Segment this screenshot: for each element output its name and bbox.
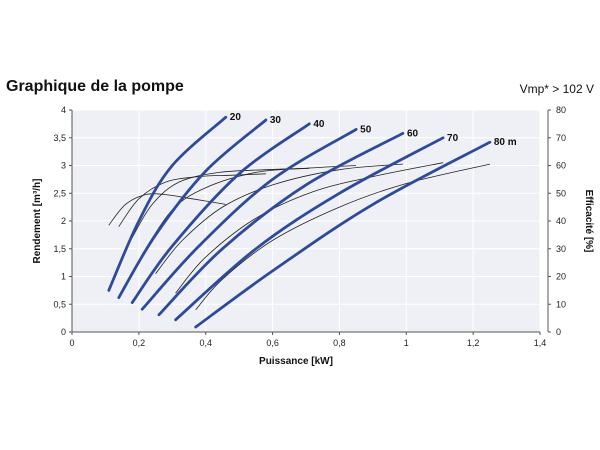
efficiency-curve-40 [131,167,310,238]
y2-axis-label: Efficacité [%] [583,190,594,253]
head-label: 70 [447,133,459,144]
x-tick-label: 1,4 [534,338,547,348]
efficiency-curve-30 [118,173,266,227]
head-label: 60 [407,128,419,139]
y-tick-label: 3,5 [53,133,66,143]
flow-curve-60 [157,131,405,317]
flow-curve-50 [140,128,358,311]
x-tick-label: 1 [404,338,409,348]
head-label: 80 m [494,137,517,148]
y2-tick-label: 70 [556,133,566,143]
y2-tick-label: 40 [556,216,566,226]
y2-tick-label: 30 [556,244,566,254]
head-label: 30 [270,115,282,126]
flow-curve-30 [117,118,268,299]
flow-curve-40 [130,122,311,304]
head-label: 50 [360,124,372,135]
y2-tick-label: 10 [556,299,566,309]
efficiency-curve-60 [155,163,403,274]
page-title: Graphique de la pompe [6,78,184,95]
efficiency-curve-20 [108,193,226,226]
y-tick-label: 1,5 [53,244,66,254]
x-axis-label: Puissance [kW] [259,356,333,367]
y2-tick-label: 80 [556,105,566,115]
y-tick-label: 1 [61,272,66,282]
x-tick-label: 0,6 [266,338,279,348]
voltage-subtitle: Vmp* > 102 V [519,82,594,96]
head-label: 20 [230,112,242,123]
x-tick-label: 0 [69,338,74,348]
y-axis-label: Rendement [m³/h] [32,179,43,264]
x-tick-label: 0,4 [199,338,212,348]
y-tick-label: 3 [61,161,66,171]
efficiency-curve-70 [175,162,444,294]
x-tick-label: 0,8 [333,338,346,348]
flow-curve-80-m [194,140,492,329]
x-tick-label: 0,2 [133,338,146,348]
y2-tick-label: 20 [556,272,566,282]
efficiency-curve-80-m [195,163,490,311]
y2-tick-label: 60 [556,161,566,171]
y-tick-label: 0 [61,327,66,337]
x-tick-label: 1,2 [467,338,480,348]
flow-curve-70 [174,136,445,322]
y-tick-label: 2 [61,216,66,226]
y-tick-label: 4 [61,105,66,115]
head-label: 40 [313,119,325,130]
flow-curve-20 [107,115,228,292]
y2-tick-label: 0 [556,327,561,337]
y-tick-label: 0,5 [53,299,66,309]
y-tick-label: 2,5 [53,188,66,198]
y2-tick-label: 50 [556,188,566,198]
